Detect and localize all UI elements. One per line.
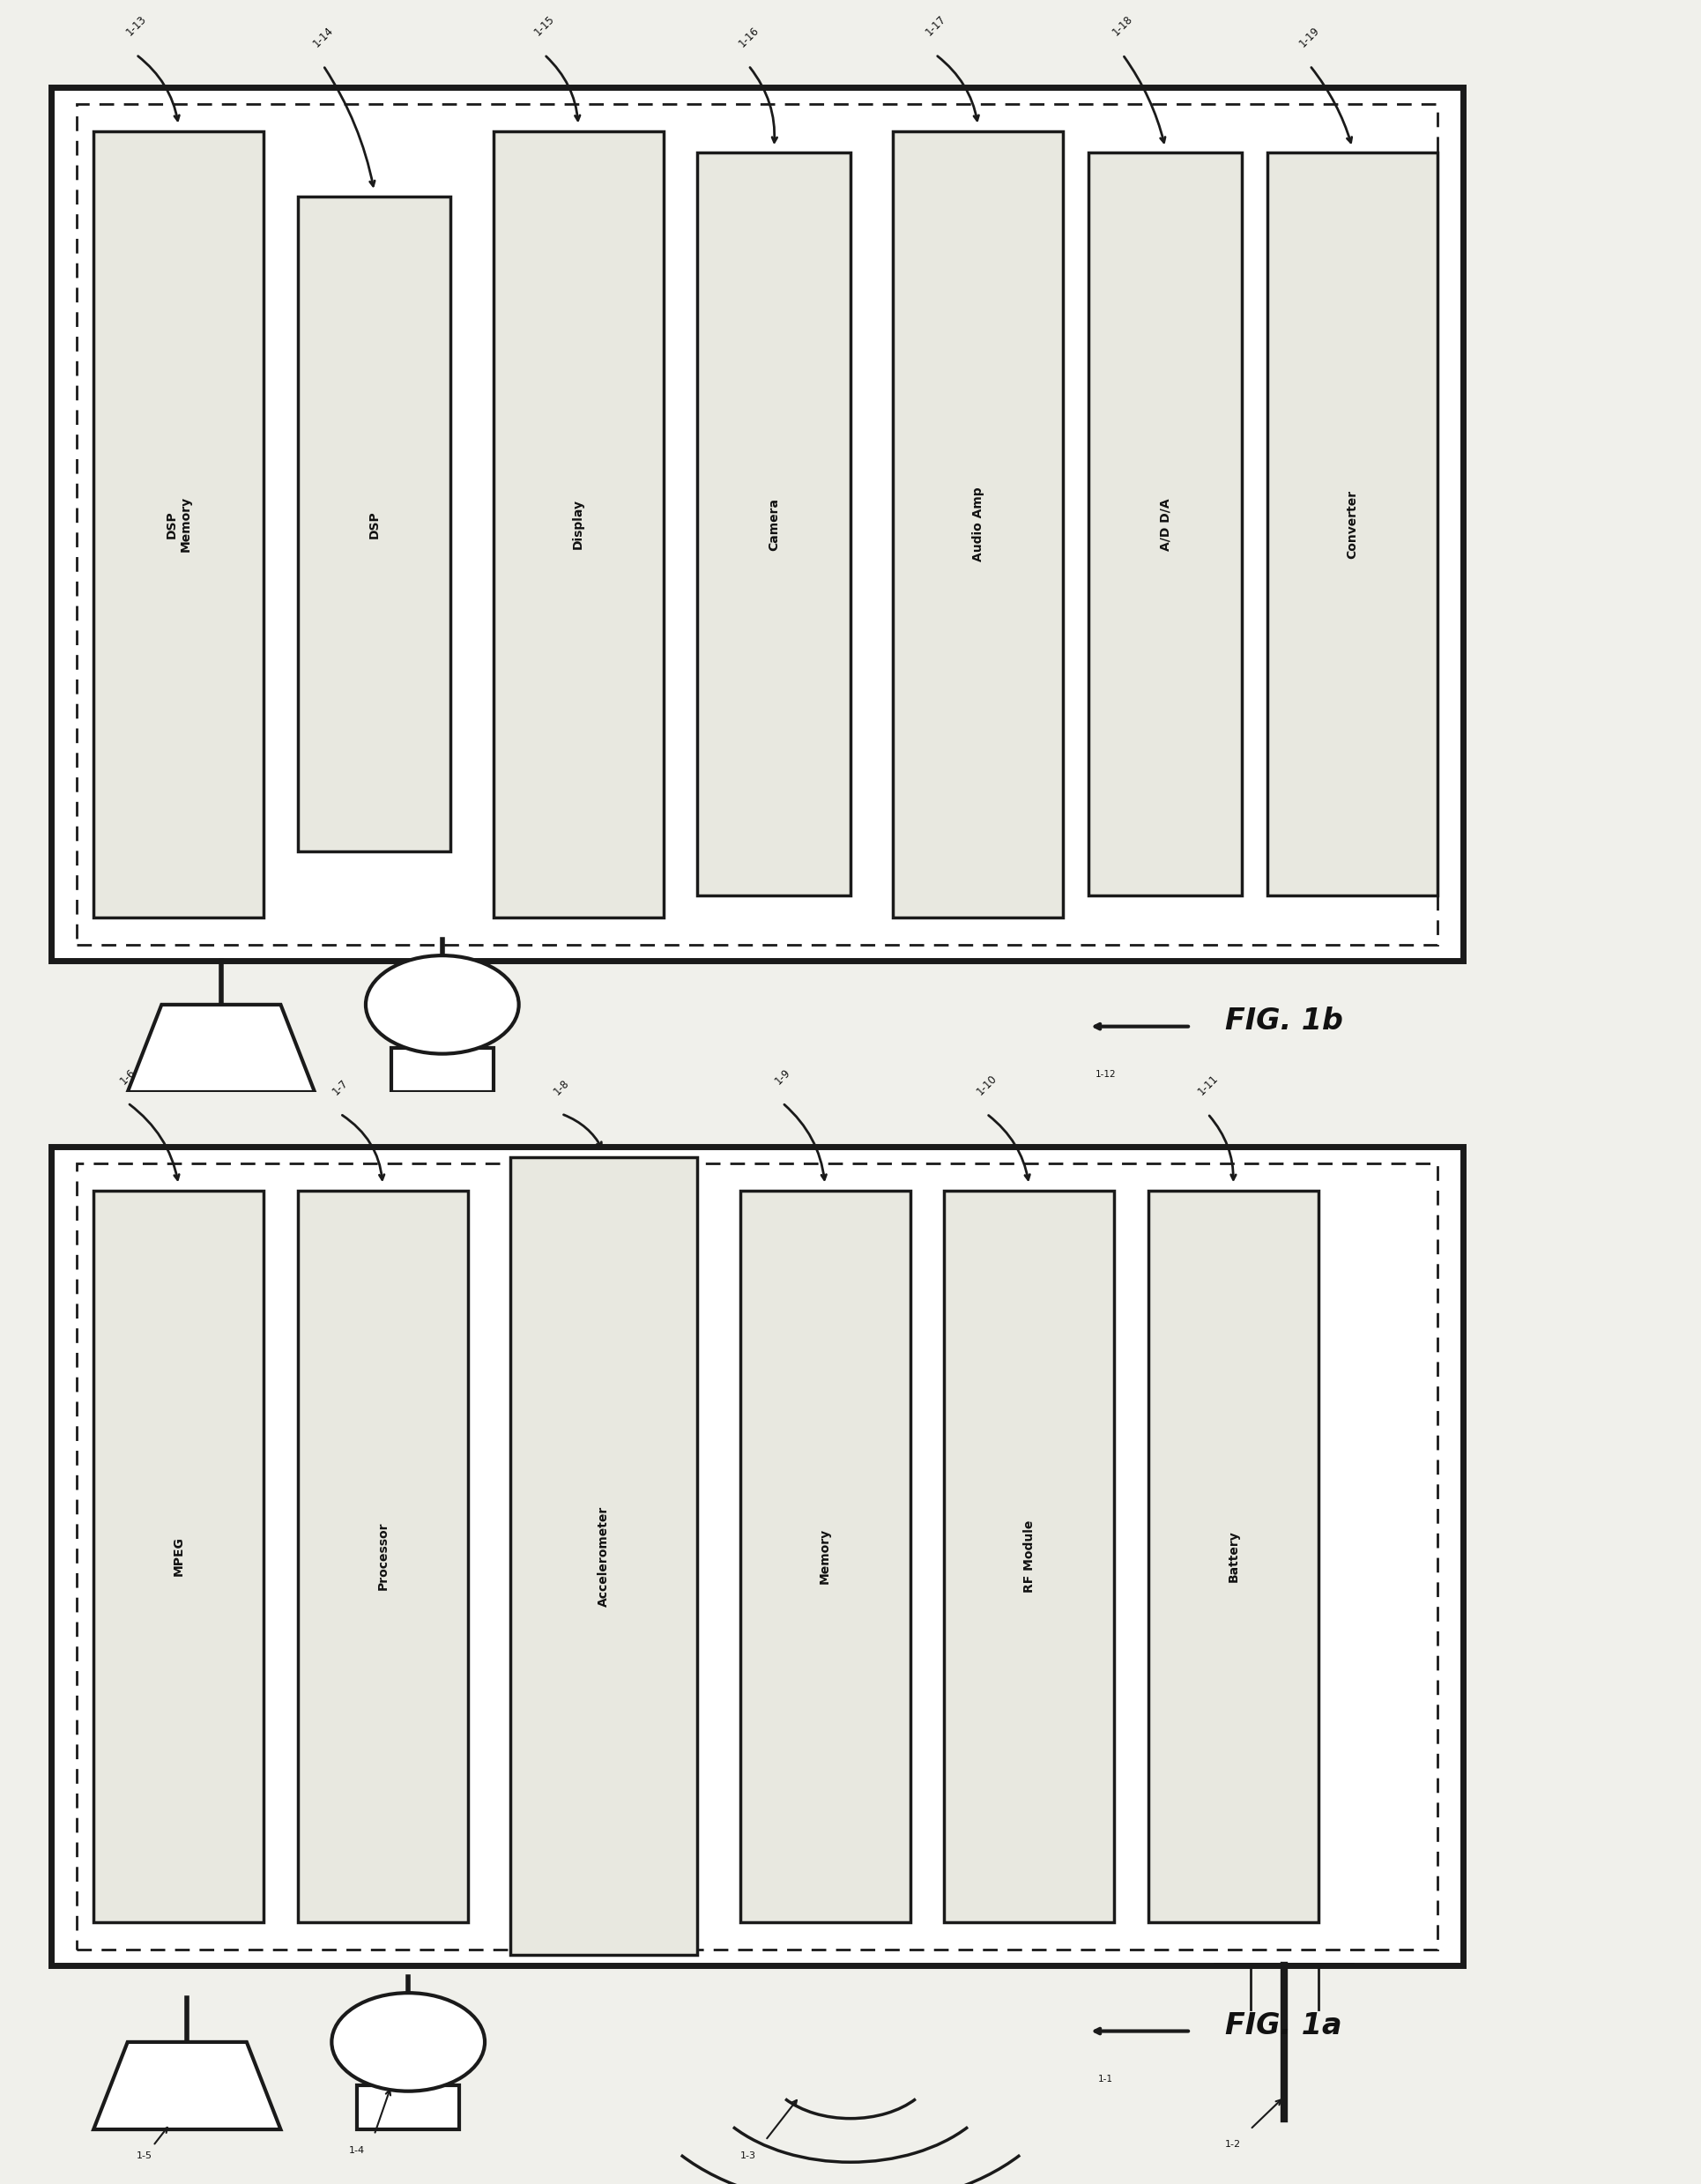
Text: 1-3: 1-3 [740, 2151, 757, 2160]
Text: 1-5: 1-5 [136, 2151, 153, 2160]
Bar [51, 1147, 1463, 1966]
Text: Audio Amp: Audio Amp [971, 487, 985, 561]
Bar [298, 1190, 468, 1922]
Bar [740, 1190, 910, 1922]
Text: FIG. 1b: FIG. 1b [1225, 1007, 1342, 1035]
Text: 1-13: 1-13 [124, 13, 148, 37]
Text: 1-9: 1-9 [772, 1066, 793, 1085]
Bar [94, 1190, 264, 1922]
Text: 1-16: 1-16 [737, 24, 760, 50]
Polygon shape [94, 2042, 281, 2129]
Bar [51, 87, 1463, 961]
Polygon shape [128, 1005, 315, 1092]
Text: Camera: Camera [767, 498, 781, 550]
Text: Processor: Processor [376, 1522, 390, 1590]
Text: 1-11: 1-11 [1196, 1072, 1220, 1096]
Bar [697, 153, 850, 895]
Text: 1-18: 1-18 [1111, 13, 1135, 37]
Text: 1-10: 1-10 [975, 1072, 998, 1096]
Text: Battery: Battery [1226, 1531, 1240, 1581]
Bar [298, 197, 451, 852]
Bar [1089, 153, 1242, 895]
Circle shape [332, 1992, 485, 2092]
Text: FIG. 1a: FIG. 1a [1225, 2011, 1342, 2040]
Text: Accelerometer: Accelerometer [597, 1505, 611, 1607]
Bar [94, 131, 264, 917]
Text: 1-17: 1-17 [924, 13, 947, 37]
Circle shape [366, 957, 519, 1055]
Bar [1267, 153, 1437, 895]
Bar [493, 131, 663, 917]
Bar [77, 1162, 1437, 1948]
Text: Converter: Converter [1345, 489, 1359, 559]
Text: 1-4: 1-4 [349, 2145, 366, 2156]
Text: 1-8: 1-8 [551, 1077, 572, 1096]
Text: A/D D/A: A/D D/A [1158, 498, 1172, 550]
Text: 1-7: 1-7 [330, 1077, 350, 1096]
Bar [357, 2086, 459, 2129]
Text: RF Module: RF Module [1022, 1520, 1036, 1592]
Text: Memory: Memory [818, 1529, 832, 1583]
Text: 1-1: 1-1 [1099, 2075, 1112, 2084]
Text: Display: Display [572, 498, 585, 550]
Text: MPEG: MPEG [172, 1535, 185, 1577]
Bar [1148, 1190, 1318, 1922]
Bar [77, 103, 1437, 943]
Text: 1-2: 1-2 [1225, 2140, 1242, 2149]
Bar [391, 1048, 493, 1092]
Text: 1-14: 1-14 [311, 24, 335, 50]
Bar [510, 1158, 697, 1955]
Text: 1-19: 1-19 [1298, 24, 1322, 50]
Text: DSP
Memory: DSP Memory [165, 496, 192, 553]
Text: DSP: DSP [367, 511, 381, 537]
Text: 1-15: 1-15 [532, 13, 556, 37]
Bar [944, 1190, 1114, 1922]
Bar [893, 131, 1063, 917]
Text: 1-6: 1-6 [117, 1066, 138, 1085]
Text: 1-12: 1-12 [1095, 1070, 1116, 1079]
